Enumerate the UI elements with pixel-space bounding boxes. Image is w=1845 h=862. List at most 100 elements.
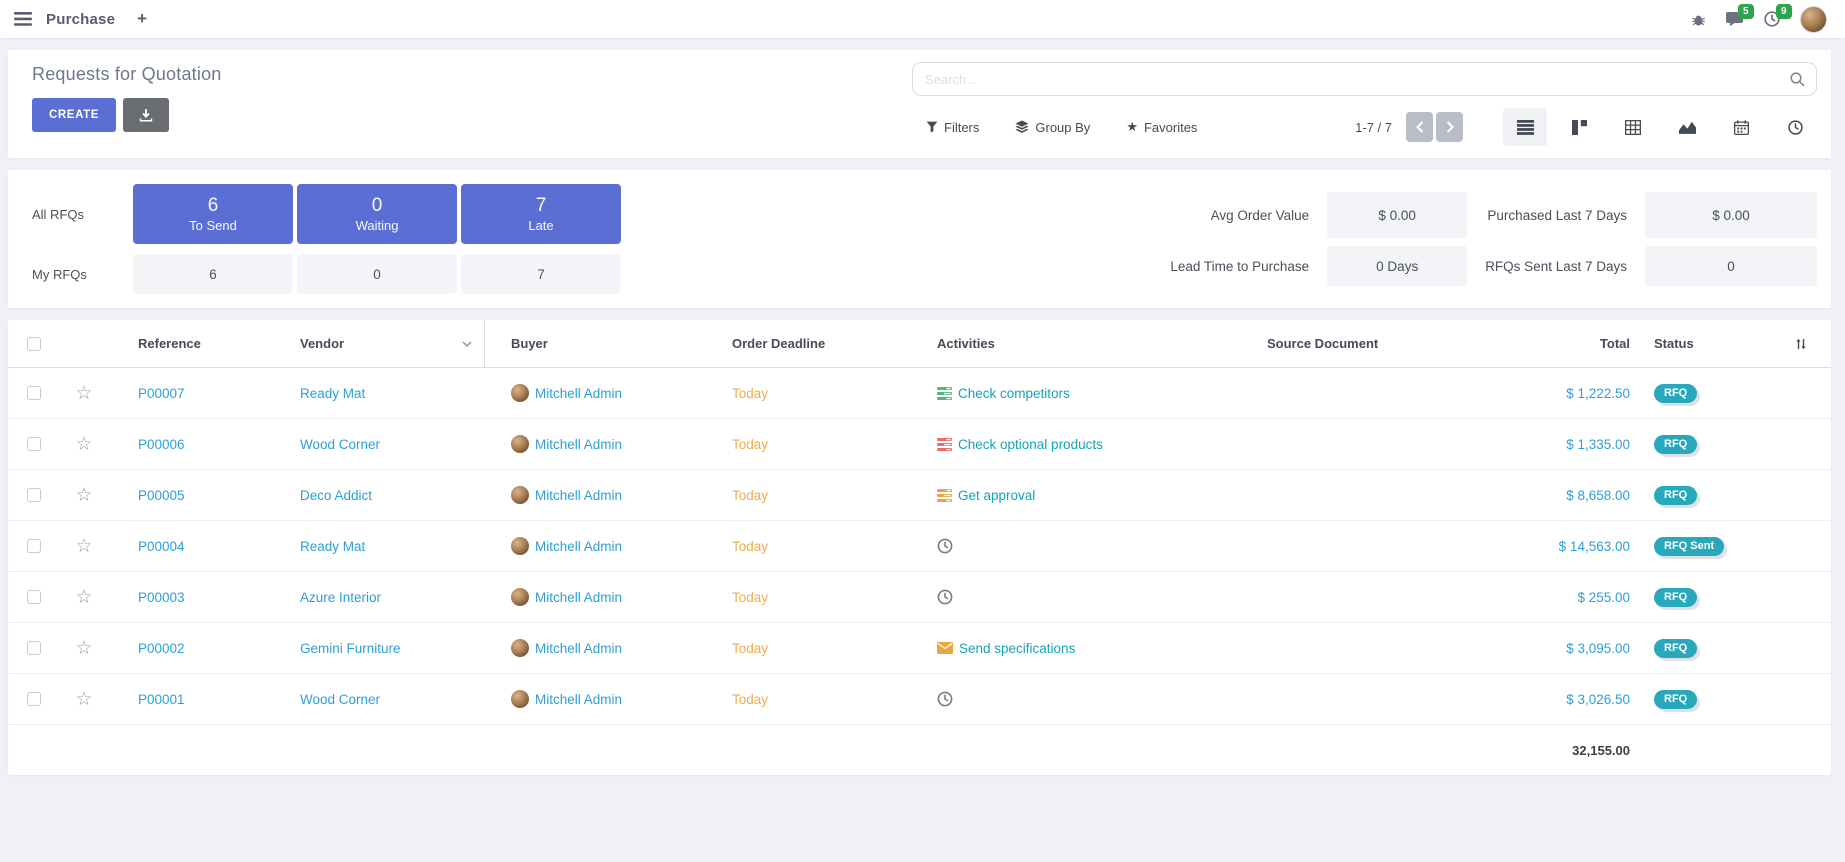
search-input[interactable] — [913, 63, 1816, 95]
reference-link[interactable]: P00002 — [138, 640, 185, 656]
search-icon[interactable] — [1789, 71, 1806, 88]
favorites-button[interactable]: ★ Favorites — [1126, 119, 1198, 135]
activity-cell: Check optional products — [925, 437, 1255, 452]
star-icon[interactable]: ☆ — [75, 484, 93, 506]
reference-link[interactable]: P00004 — [138, 538, 185, 554]
kpi-lead-time-label: Lead Time to Purchase — [1170, 258, 1310, 274]
select-all-checkbox[interactable] — [27, 336, 41, 351]
group-by-button[interactable]: Group By — [1015, 120, 1090, 135]
activity-link[interactable]: Get approval — [958, 487, 1036, 503]
row-checkbox[interactable] — [27, 437, 41, 451]
stat-my-to-send[interactable]: 6 — [133, 254, 293, 294]
row-checkbox[interactable] — [27, 539, 41, 553]
reference-link[interactable]: P00007 — [138, 385, 185, 401]
header-order-deadline[interactable]: Order Deadline — [732, 336, 826, 351]
calendar-view-button[interactable] — [1719, 108, 1763, 146]
header-status[interactable]: Status — [1654, 336, 1694, 351]
table-row: ☆ P00003 Azure Interior Mitchell Admin T… — [8, 572, 1831, 623]
filters-button[interactable]: Filters — [926, 120, 979, 135]
footer-total-sum: 32,155.00 — [1572, 742, 1630, 758]
hamburger-menu-icon[interactable] — [14, 12, 32, 26]
activity-link[interactable]: Send specifications — [959, 640, 1076, 656]
layers-icon — [1015, 120, 1029, 133]
row-checkbox[interactable] — [27, 692, 41, 706]
messages-icon[interactable]: 5 — [1726, 4, 1754, 27]
reference-link[interactable]: P00005 — [138, 487, 185, 503]
buyer-avatar — [511, 588, 529, 606]
header-reference[interactable]: Reference — [138, 336, 201, 351]
header-buyer[interactable]: Buyer — [511, 336, 548, 351]
kpi-avg-order-value-label: Avg Order Value — [1210, 207, 1310, 223]
star-icon[interactable]: ☆ — [75, 535, 93, 557]
activities-clock-icon[interactable]: 9 — [1764, 4, 1792, 27]
star-icon[interactable]: ☆ — [75, 586, 93, 608]
buyer-link[interactable]: Mitchell Admin — [535, 436, 623, 452]
star-icon[interactable]: ☆ — [75, 688, 93, 710]
list-view-button[interactable] — [1503, 108, 1547, 146]
buyer-link[interactable]: Mitchell Admin — [535, 691, 623, 707]
reference-link[interactable]: P00001 — [138, 691, 185, 707]
stat-my-late[interactable]: 7 — [461, 254, 621, 294]
vendor-link[interactable]: Gemini Furniture — [300, 640, 401, 656]
header-activities[interactable]: Activities — [937, 336, 995, 351]
vendor-link[interactable]: Ready Mat — [300, 538, 366, 554]
app-name[interactable]: Purchase — [46, 10, 116, 28]
view-switcher — [1503, 108, 1817, 146]
activity-clock-icon[interactable] — [937, 691, 953, 707]
buyer-link[interactable]: Mitchell Admin — [535, 640, 623, 656]
row-checkbox[interactable] — [27, 590, 41, 604]
pager-range: 1-7 / 7 — [1355, 119, 1392, 135]
kpi-avg-order-value: $ 0.00 — [1327, 192, 1468, 238]
vendor-link[interactable]: Wood Corner — [300, 691, 381, 707]
buyer-link[interactable]: Mitchell Admin — [535, 487, 623, 503]
star-icon[interactable]: ☆ — [75, 637, 93, 659]
row-checkbox[interactable] — [27, 641, 41, 655]
stat-waiting[interactable]: 0 Waiting — [297, 184, 457, 244]
page-content: Requests for Quotation CREATE Filters — [0, 38, 1845, 775]
vendor-link[interactable]: Wood Corner — [300, 436, 381, 452]
user-avatar[interactable] — [1800, 5, 1827, 33]
create-button[interactable]: CREATE — [32, 98, 117, 132]
new-tab-plus-icon[interactable]: + — [137, 9, 148, 28]
star-icon[interactable]: ☆ — [75, 433, 93, 455]
activity-clock-icon[interactable] — [937, 589, 953, 605]
activity-cell: Check competitors — [925, 386, 1255, 401]
topbar: Purchase + 5 9 — [0, 0, 1845, 38]
stat-late[interactable]: 7 Late — [461, 184, 621, 244]
activity-clock-icon[interactable] — [937, 538, 953, 554]
header-source-document[interactable]: Source Document — [1267, 336, 1379, 351]
stat-my-waiting[interactable]: 0 — [297, 254, 457, 294]
pager-next-button[interactable] — [1436, 112, 1463, 142]
row-checkbox[interactable] — [27, 488, 41, 502]
vendor-link[interactable]: Azure Interior — [300, 589, 382, 605]
debug-bug-icon[interactable] — [1691, 12, 1706, 27]
total-amount: $ 255.00 — [1577, 589, 1630, 605]
activity-link[interactable]: Check optional products — [958, 436, 1103, 452]
vendor-link[interactable]: Ready Mat — [300, 385, 366, 401]
my-rfqs-label: My RFQs — [32, 266, 87, 282]
buyer-link[interactable]: Mitchell Admin — [535, 385, 623, 401]
kanban-view-button[interactable] — [1557, 108, 1601, 146]
buyer-link[interactable]: Mitchell Admin — [535, 538, 623, 554]
reference-link[interactable]: P00006 — [138, 436, 185, 452]
row-checkbox[interactable] — [27, 386, 41, 400]
stat-to-send[interactable]: 6 To Send — [133, 184, 293, 244]
order-deadline: Today — [732, 640, 769, 656]
activity-link[interactable]: Check competitors — [958, 385, 1070, 401]
activity-view-button[interactable] — [1773, 108, 1817, 146]
buyer-link[interactable]: Mitchell Admin — [535, 589, 623, 605]
pivot-view-button[interactable] — [1611, 108, 1655, 146]
star-icon[interactable]: ☆ — [75, 382, 93, 404]
export-button[interactable] — [123, 98, 170, 132]
pivot-view-icon — [1625, 119, 1641, 135]
pager-previous-button[interactable] — [1406, 112, 1433, 142]
header-vendor[interactable]: Vendor — [270, 320, 485, 367]
reference-link[interactable]: P00003 — [138, 589, 185, 605]
optional-columns-icon[interactable] — [1794, 337, 1808, 351]
status-badge: RFQ Sent — [1654, 536, 1725, 556]
header-total[interactable]: Total — [1599, 336, 1630, 351]
graph-view-button[interactable] — [1665, 108, 1709, 146]
table-row: ☆ P00001 Wood Corner Mitchell Admin Toda… — [8, 674, 1831, 725]
favorites-star-icon: ★ — [1126, 119, 1138, 134]
vendor-link[interactable]: Deco Addict — [300, 487, 373, 503]
